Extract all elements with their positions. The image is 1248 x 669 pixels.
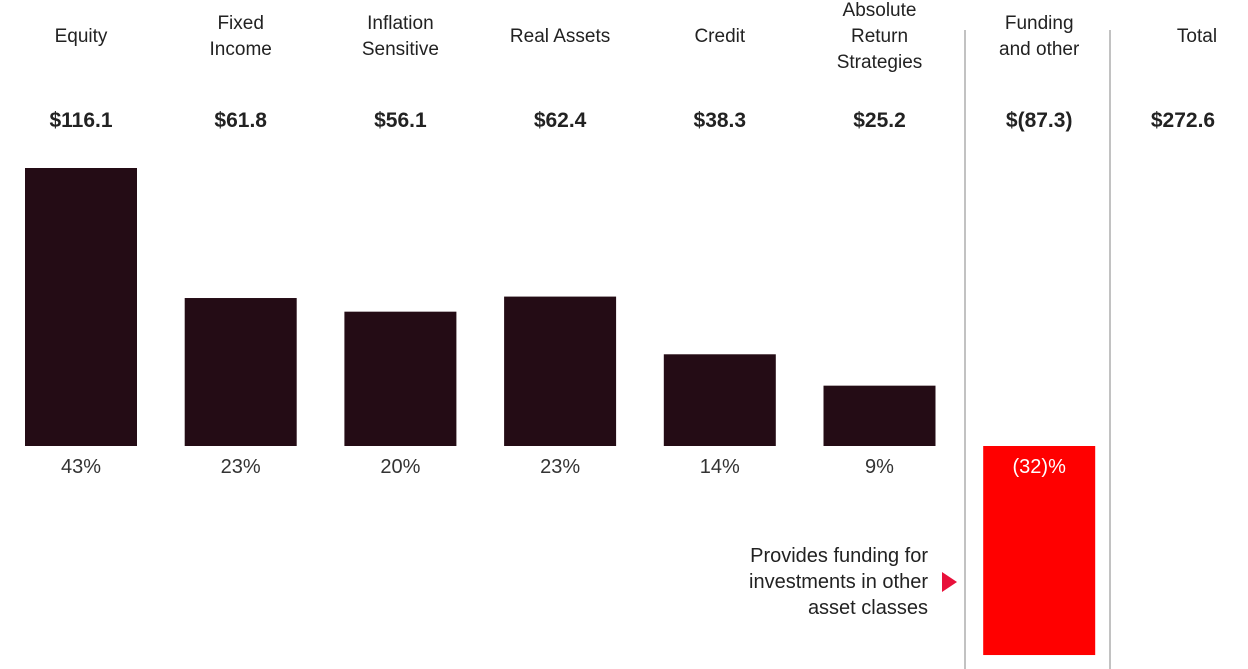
value-label: $272.6 <box>1150 109 1216 132</box>
bar <box>184 298 297 446</box>
share-label: (32)% <box>1012 456 1066 478</box>
share-label: 43% <box>60 456 102 478</box>
category-label: Fixed Income <box>209 13 272 60</box>
category-label: Equity <box>54 26 108 47</box>
bar <box>983 446 1096 656</box>
annotation: Provides funding for investments in othe… <box>749 545 928 619</box>
bar <box>504 296 617 446</box>
value-label: $56.1 <box>374 109 427 132</box>
annotation-arrow <box>942 572 957 592</box>
value-label: $61.8 <box>214 109 267 132</box>
category-label: Real Assets <box>509 26 611 47</box>
bar <box>663 354 776 446</box>
share-label: 23% <box>540 456 581 478</box>
category-label: Inflation Sensitive <box>361 13 439 60</box>
category-label: Credit <box>694 26 746 47</box>
bar <box>344 311 457 446</box>
share-label: 14% <box>699 456 740 478</box>
share-label: 23% <box>220 456 261 478</box>
share-label: 9% <box>865 456 894 478</box>
share-label: 20% <box>380 456 421 478</box>
category-label: Absolute Return Strategies <box>836 0 923 73</box>
value-label: $116.1 <box>49 109 113 132</box>
bar <box>823 385 936 446</box>
value-label: $(87.3) <box>1005 109 1073 132</box>
value-label: $62.4 <box>533 109 587 132</box>
bar <box>25 168 137 446</box>
value-label: $25.2 <box>853 109 906 132</box>
category-label: Total <box>1176 26 1218 47</box>
value-label: $38.3 <box>693 109 747 132</box>
category-label: Funding and other <box>999 13 1080 60</box>
